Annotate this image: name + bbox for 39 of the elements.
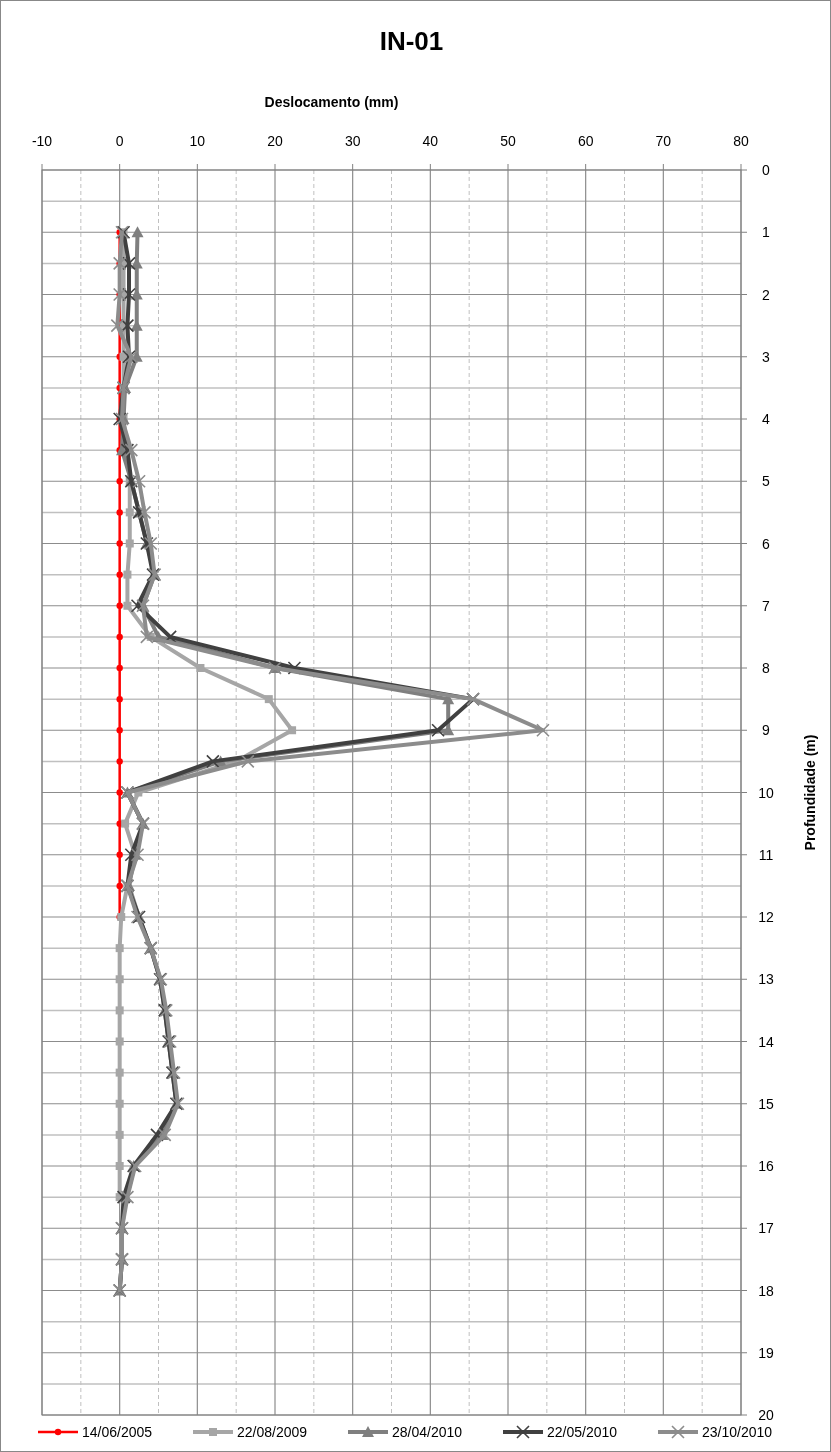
x-tick-label: 20 bbox=[267, 133, 283, 149]
y-tick-label: 11 bbox=[758, 846, 774, 863]
x-tick-label: 10 bbox=[189, 133, 206, 149]
legend-label: 22/08/2009 bbox=[237, 1424, 308, 1440]
legend-label: 28/04/2010 bbox=[392, 1424, 463, 1440]
y-tick-label: 20 bbox=[758, 1407, 774, 1423]
legend-label: 14/06/2005 bbox=[82, 1424, 153, 1440]
x-tick-label: -10 bbox=[31, 133, 53, 149]
x-axis-title: Deslocamento (mm) bbox=[264, 94, 399, 110]
y-tick-label: 2 bbox=[762, 286, 771, 303]
x-tick-label: 0 bbox=[115, 133, 124, 149]
x-tick-label: 80 bbox=[733, 133, 749, 149]
x-tick-label: 60 bbox=[577, 133, 594, 149]
x-tick-label: 70 bbox=[655, 133, 672, 149]
chart-title: IN-01 bbox=[379, 26, 444, 56]
y-tick-label: 8 bbox=[762, 660, 771, 676]
y-tick-label: 7 bbox=[762, 597, 771, 614]
y-tick-label: 3 bbox=[762, 348, 771, 365]
y-tick-label: 4 bbox=[762, 411, 771, 427]
y-tick-label: 17 bbox=[758, 1220, 774, 1237]
y-tick-label: 9 bbox=[762, 722, 771, 739]
x-tick-label: 30 bbox=[344, 133, 361, 149]
legend-label: 22/05/2010 bbox=[547, 1424, 618, 1440]
y-tick-label: 12 bbox=[758, 909, 774, 925]
x-tick-label: 40 bbox=[422, 133, 439, 149]
y-tick-label: 5 bbox=[762, 473, 771, 490]
x-tick-label: 50 bbox=[500, 133, 516, 149]
y-tick-label: 0 bbox=[762, 162, 771, 178]
y-tick-label: 10 bbox=[758, 784, 774, 801]
y-axis-title: Profundidade (m) bbox=[802, 734, 818, 851]
legend-label: 23/10/2010 bbox=[702, 1424, 773, 1440]
y-tick-label: 16 bbox=[758, 1158, 774, 1174]
y-tick-label: 19 bbox=[758, 1344, 774, 1361]
y-tick-label: 13 bbox=[758, 971, 774, 988]
y-tick-label: 18 bbox=[758, 1282, 774, 1299]
y-tick-label: 14 bbox=[758, 1033, 774, 1050]
y-tick-label: 1 bbox=[762, 224, 771, 241]
y-tick-label: 15 bbox=[758, 1095, 774, 1112]
y-tick-label: 6 bbox=[762, 535, 771, 552]
